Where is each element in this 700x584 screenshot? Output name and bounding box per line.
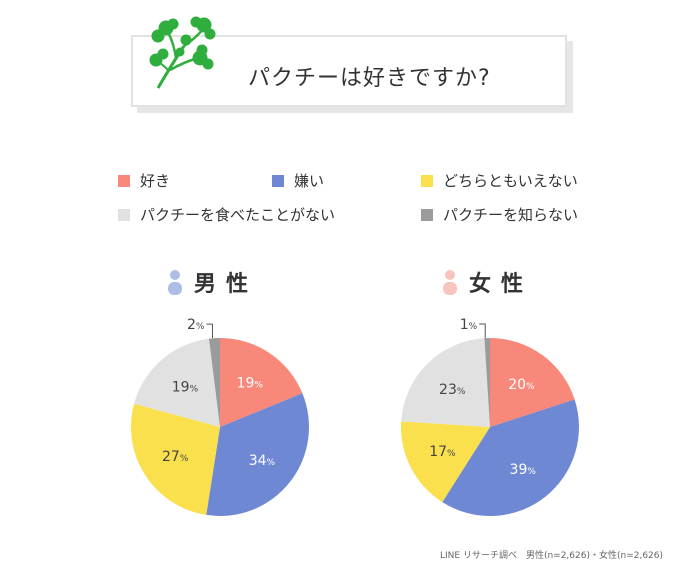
data-label-like: 20% bbox=[508, 377, 535, 393]
legend-swatch bbox=[118, 208, 130, 221]
gender-heading-male: 男性 bbox=[168, 266, 258, 298]
gender-label-female: 女性 bbox=[469, 272, 534, 297]
data-label-dislike: 34% bbox=[249, 453, 276, 469]
pie-slice-never-eaten bbox=[401, 338, 490, 427]
legend-item-dislike: 嫌い bbox=[272, 170, 324, 191]
legend-item-unknown: パクチーを知らない bbox=[421, 204, 578, 225]
pie-slice-like bbox=[220, 338, 303, 427]
data-label-unknown: 1% bbox=[460, 317, 478, 333]
pie-slice-dislike bbox=[206, 393, 310, 516]
legend-item-like: 好き bbox=[118, 170, 170, 191]
legend-label: パクチーを知らない bbox=[443, 206, 579, 224]
leader-line-unknown bbox=[479, 323, 486, 339]
data-label-like: 19% bbox=[237, 376, 264, 392]
leader-line-unknown bbox=[206, 323, 213, 339]
legend-swatch bbox=[421, 208, 433, 221]
legend-swatch bbox=[118, 174, 130, 187]
person-icon bbox=[168, 270, 182, 295]
gender-heading-female: 女性 bbox=[443, 266, 533, 298]
data-label-dislike: 39% bbox=[510, 462, 537, 478]
person-icon bbox=[443, 270, 457, 295]
pie-slice-neutral bbox=[401, 421, 490, 503]
legend-item-neutral: どちらともいえない bbox=[421, 170, 578, 191]
cilantro-icon bbox=[149, 16, 216, 89]
legend-label: 好き bbox=[140, 172, 171, 190]
pie-slice-never-eaten bbox=[134, 338, 220, 427]
data-label-never-eaten: 19% bbox=[172, 380, 199, 396]
data-label-neutral: 17% bbox=[429, 444, 456, 460]
legend-item-never-eaten: パクチーを食べたことがない bbox=[118, 204, 335, 225]
pie-slice-unknown bbox=[484, 338, 490, 427]
pie-slice-neutral bbox=[130, 403, 220, 515]
pie-slice-like bbox=[490, 338, 575, 427]
legend-label: 嫌い bbox=[294, 172, 325, 190]
page-title: パクチーは好きですか? bbox=[248, 66, 491, 91]
data-label-neutral: 27% bbox=[162, 449, 189, 465]
data-label-unknown: 2% bbox=[187, 317, 205, 333]
legend-label: どちらともいえない bbox=[443, 172, 578, 190]
gender-label-male: 男性 bbox=[194, 272, 259, 297]
pie-slice-unknown bbox=[208, 338, 220, 427]
pie-slice-dislike bbox=[442, 399, 579, 516]
data-label-never-eaten: 23% bbox=[439, 382, 466, 398]
source-footnote: LINE リサーチ調べ 男性(n=2,626)・女性(n=2,626) bbox=[440, 551, 664, 561]
legend-label: パクチーを食べたことがない bbox=[140, 206, 336, 224]
legend-swatch bbox=[421, 174, 433, 187]
legend-swatch bbox=[272, 174, 284, 187]
